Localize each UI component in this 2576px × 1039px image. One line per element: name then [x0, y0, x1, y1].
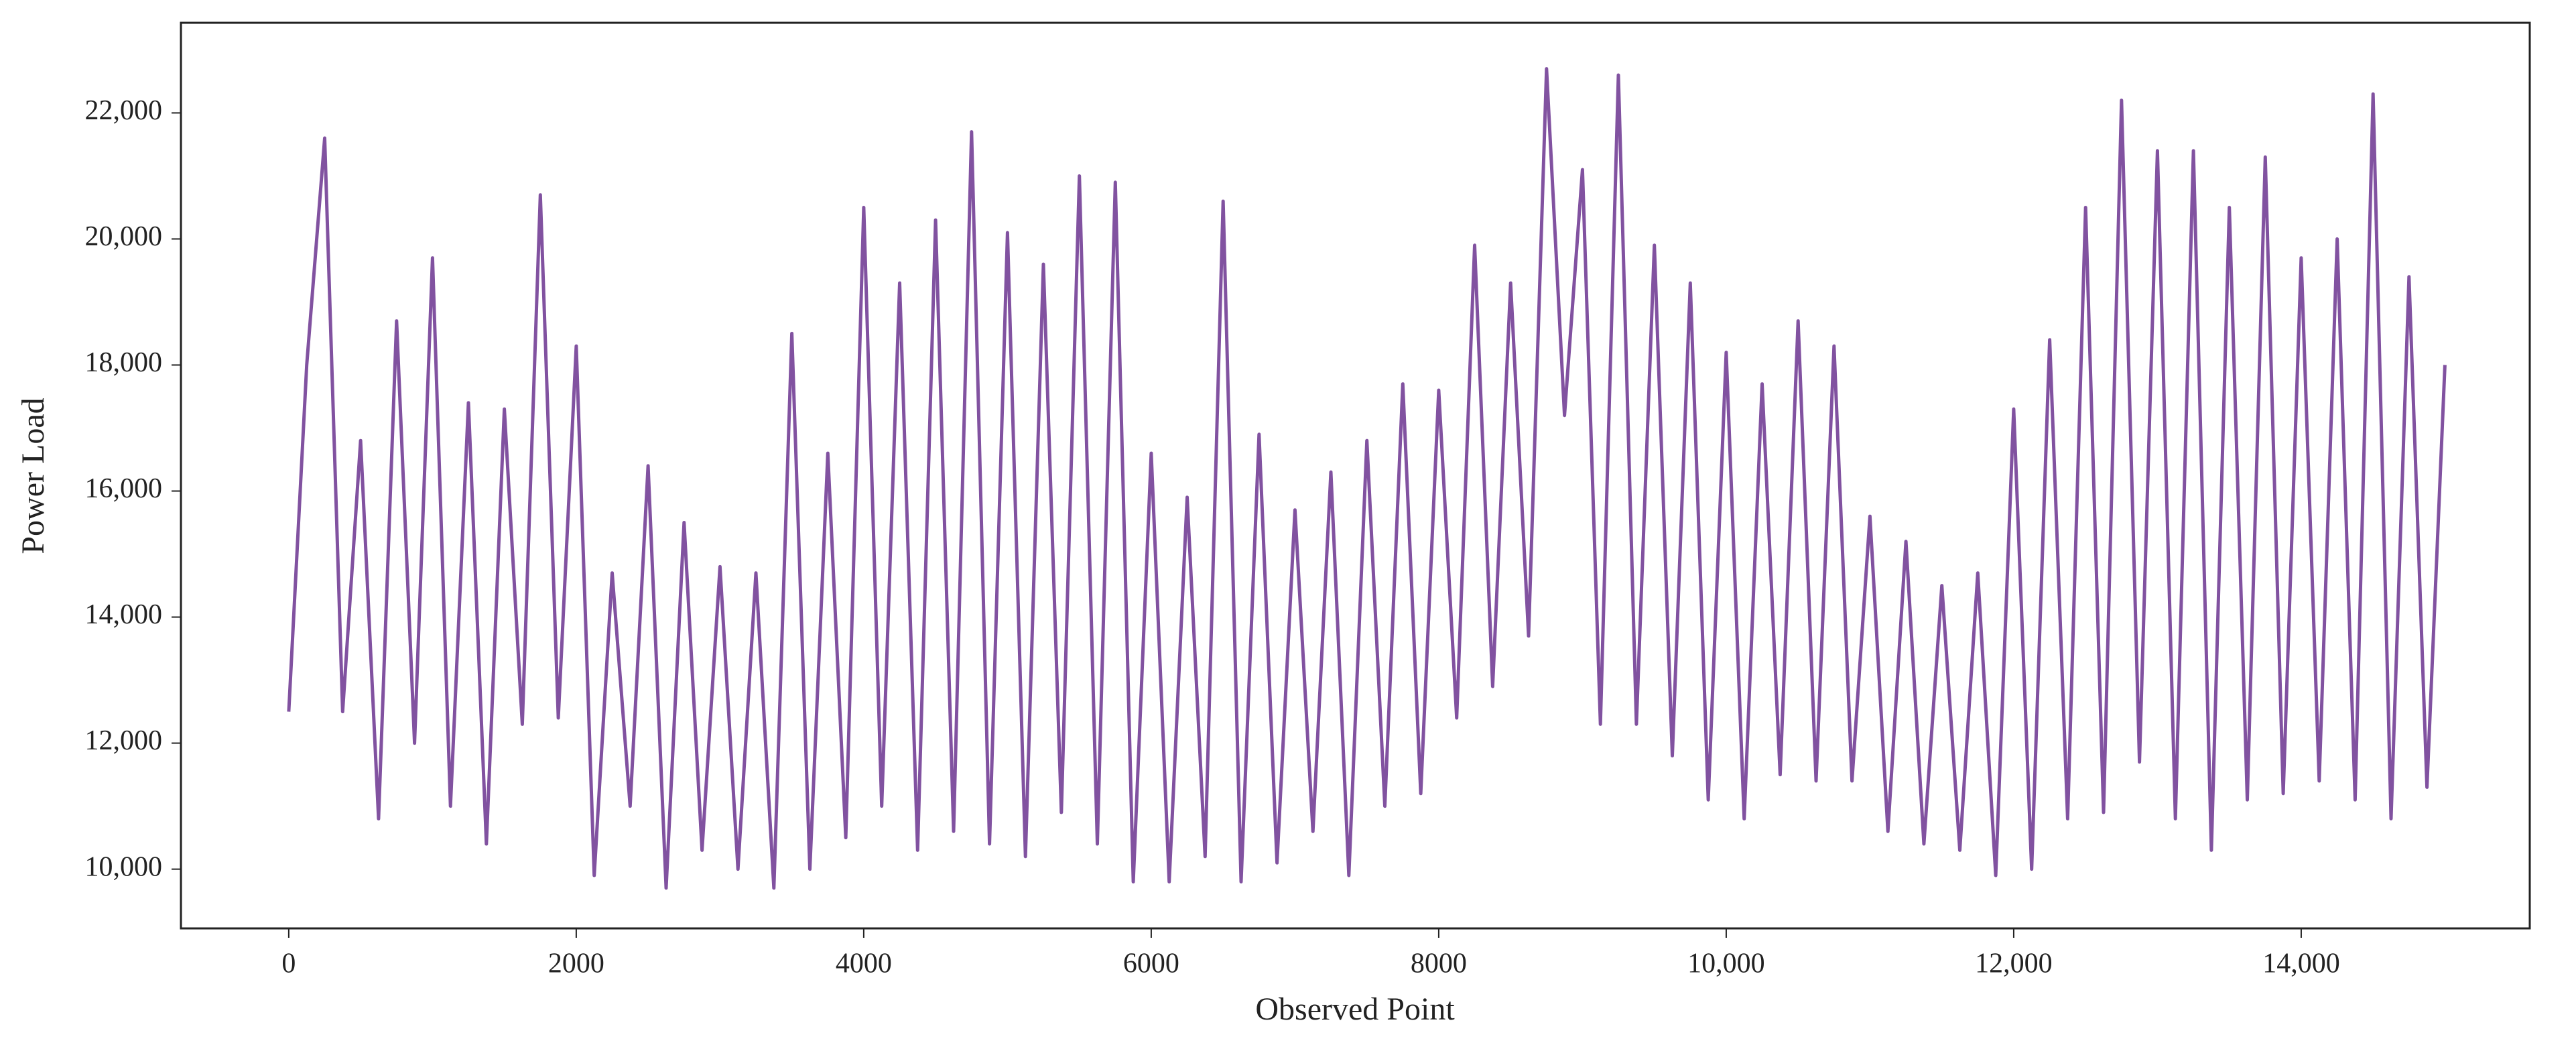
- line-series: [287, 67, 2447, 890]
- y-axis-label: Power Load: [15, 398, 51, 554]
- x-tick-label: 10,000: [1687, 949, 1765, 979]
- x-tick-label: 12,000: [1975, 949, 2053, 979]
- y-tick-label: 22,000: [85, 95, 163, 126]
- y-tick-label: 14,000: [85, 599, 163, 630]
- y-tick-label: 16,000: [85, 473, 163, 504]
- x-tick-label: 6000: [1123, 949, 1179, 979]
- y-tick-label: 20,000: [85, 221, 163, 252]
- x-tick-label: 8000: [1411, 949, 1467, 979]
- y-tick-label: 18,000: [85, 347, 163, 378]
- x-tick-label: 2000: [548, 949, 604, 979]
- x-tick-label: 0: [281, 949, 296, 979]
- y-tick-label: 12,000: [85, 725, 163, 756]
- plot-frame: [180, 21, 2531, 930]
- x-tick-label: 14,000: [2262, 949, 2340, 979]
- x-axis-label: Observed Point: [1255, 991, 1455, 1027]
- y-tick-label: 10,000: [85, 851, 163, 882]
- x-tick-label: 4000: [836, 949, 892, 979]
